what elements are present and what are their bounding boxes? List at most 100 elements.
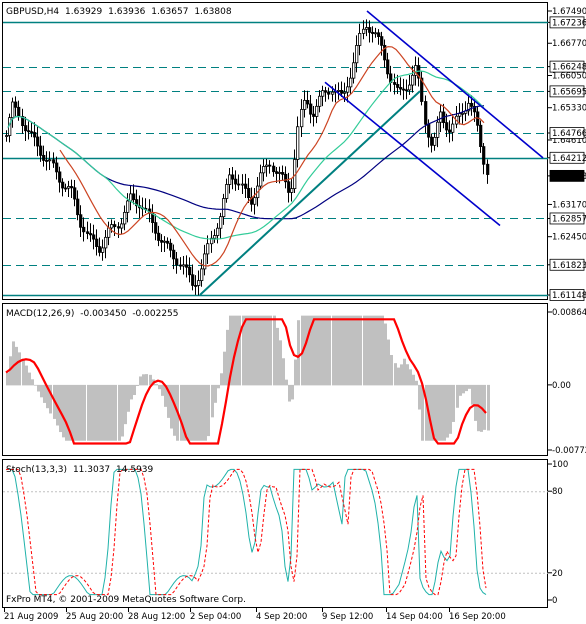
macd-bar xyxy=(266,315,269,386)
candle-body xyxy=(303,99,307,110)
candle-body xyxy=(92,234,96,240)
macd-signal-line xyxy=(5,318,487,445)
candle-body xyxy=(55,162,59,173)
price-label-box xyxy=(549,151,585,164)
macd-bar xyxy=(328,315,331,386)
stoch-main-line xyxy=(6,468,487,596)
candle-body xyxy=(355,45,359,64)
price-label-box xyxy=(549,127,585,139)
macd-header: MACD(12,26,9) -0.003450 -0.002255 xyxy=(6,309,179,319)
candle-body xyxy=(486,163,490,175)
macd-bar xyxy=(288,384,291,402)
candle-body xyxy=(79,214,83,228)
price-panel[interactable] xyxy=(2,2,548,300)
macd-bar xyxy=(372,315,375,386)
macd-bar xyxy=(96,384,99,441)
candle-body xyxy=(275,171,279,174)
macd-bar xyxy=(400,364,403,386)
macd-axis-label: 0.00 xyxy=(552,381,571,391)
symbol-label: GBPUSD,H4 xyxy=(6,7,59,17)
macd-bar xyxy=(49,384,52,414)
macd-axis-label: -0.00772 xyxy=(552,446,586,456)
candle-body xyxy=(461,112,465,115)
macd-bar xyxy=(37,384,40,392)
macd-bar xyxy=(307,315,310,386)
stoch-axis-label: 80 xyxy=(552,487,563,497)
low-value: 1.63657 xyxy=(151,7,188,17)
macd-bar xyxy=(462,384,465,394)
candle-body xyxy=(120,223,124,229)
macd-bar xyxy=(167,384,170,418)
macd-bar xyxy=(468,384,471,389)
macd-bar xyxy=(6,372,9,386)
macd-label: MACD(12,26,9) xyxy=(6,309,74,319)
candle-body xyxy=(52,159,56,164)
macd-bar xyxy=(437,384,440,441)
candle-body xyxy=(126,200,130,213)
macd-bar xyxy=(139,376,142,386)
candle-body xyxy=(253,197,257,205)
candle-body xyxy=(237,183,241,186)
time-label: 25 Aug 20:00 xyxy=(66,612,123,622)
macd-bar xyxy=(394,363,397,386)
horizontal-levels[interactable] xyxy=(3,21,548,297)
macd-bar xyxy=(397,367,400,386)
candle-body xyxy=(327,91,331,95)
macd-bar xyxy=(322,315,325,386)
candle-body xyxy=(172,249,176,260)
macd-bar xyxy=(232,315,235,386)
candle-body xyxy=(414,65,418,76)
price-label: 1.64766 xyxy=(552,129,586,139)
candle-body xyxy=(95,238,99,247)
price-label-box xyxy=(549,60,585,73)
stoch-panel[interactable] xyxy=(2,459,548,608)
candle-body xyxy=(290,188,294,193)
macd-bar xyxy=(384,323,387,386)
price-label: 1.66770 xyxy=(552,39,586,49)
candle-body xyxy=(219,216,223,229)
candle-body xyxy=(27,130,31,133)
macd-bar xyxy=(263,315,266,386)
macd-bar xyxy=(344,315,347,386)
price-label: 1.64212 xyxy=(552,154,586,164)
price-label-box xyxy=(549,169,585,182)
candle-body xyxy=(324,90,328,93)
candle-body xyxy=(197,280,201,286)
candle-body xyxy=(191,274,195,286)
candle-body xyxy=(132,193,136,201)
macd-bar xyxy=(378,315,381,386)
macd-bar xyxy=(220,373,223,386)
macd-bar xyxy=(25,365,28,386)
macd-bar xyxy=(145,374,148,386)
macd-bar xyxy=(80,384,83,441)
macd-bar xyxy=(304,315,307,386)
candle-body xyxy=(216,227,220,236)
channel-upper-line xyxy=(366,10,544,159)
price-label-box xyxy=(549,289,585,301)
macd-bar xyxy=(276,327,279,386)
ma-mid-line xyxy=(7,70,485,240)
macd-bar xyxy=(459,384,462,396)
macd-bar xyxy=(133,384,136,396)
trendlines[interactable] xyxy=(199,10,544,296)
macd-bar xyxy=(474,384,477,421)
candle-body xyxy=(160,240,164,243)
macd-bar xyxy=(238,315,241,386)
candle-body xyxy=(21,116,25,127)
candle-body xyxy=(309,103,313,115)
macd-bar xyxy=(31,379,34,386)
stoch-axis-label: 20 xyxy=(552,569,563,579)
macd-bar xyxy=(406,364,409,386)
candle-body xyxy=(427,123,431,138)
price-label-box xyxy=(549,85,585,98)
macd-value-2: -0.002255 xyxy=(132,309,178,319)
candle-body xyxy=(430,136,434,146)
candle-body xyxy=(380,36,384,46)
candle-body xyxy=(436,121,440,138)
candle-body xyxy=(231,174,235,180)
macd-bar xyxy=(369,315,372,386)
macd-bar xyxy=(68,384,71,441)
macd-bar xyxy=(257,315,260,386)
macd-bar xyxy=(183,384,186,441)
